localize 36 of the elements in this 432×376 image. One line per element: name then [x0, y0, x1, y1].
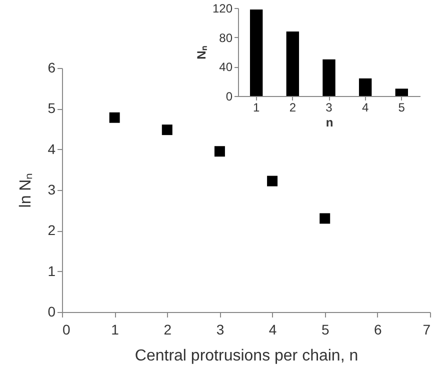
y-tick-label: 120 — [212, 2, 233, 16]
x-tick-label: 6 — [374, 322, 382, 338]
x-tick-label: 2 — [164, 322, 172, 338]
x-tick-label: 2 — [289, 100, 296, 114]
point — [162, 124, 172, 136]
point — [320, 213, 330, 224]
y-tick-label: 1 — [48, 262, 56, 279]
x-tick-label: 1 — [253, 100, 260, 114]
x-axis-title: n — [326, 116, 334, 130]
bar — [395, 88, 408, 96]
x-tick-label: 1 — [111, 322, 120, 338]
y-tick-label: 0 — [48, 304, 56, 320]
y-tick-label: 2 — [48, 222, 56, 238]
bar — [322, 59, 336, 96]
y-tick-label: 80 — [219, 30, 233, 45]
point — [109, 112, 120, 123]
y-axis-title: Nₙ — [194, 46, 208, 60]
bar — [250, 9, 263, 96]
x-tick-label: 4 — [362, 100, 369, 114]
x-tick-label: 7 — [422, 322, 431, 338]
x-axis-title: Central protrusions per chain, n — [134, 348, 358, 364]
point — [267, 176, 278, 186]
y-axis-title: ln Nₙ — [18, 173, 35, 208]
y-tick-label: 4 — [48, 140, 56, 157]
y-tick-label: 6 — [48, 60, 56, 76]
bar — [358, 78, 372, 96]
x-tick-label: 5 — [321, 322, 330, 338]
x-tick-label: 5 — [398, 100, 406, 114]
point — [214, 146, 225, 157]
y-tick-label: 40 — [219, 60, 233, 74]
y-tick-label: 3 — [48, 182, 56, 198]
x-tick-label: 0 — [62, 322, 70, 338]
y-tick-label: 0 — [226, 90, 233, 104]
x-tick-label: 4 — [268, 322, 277, 338]
bar — [286, 31, 300, 96]
x-tick-label: 3 — [326, 100, 333, 114]
